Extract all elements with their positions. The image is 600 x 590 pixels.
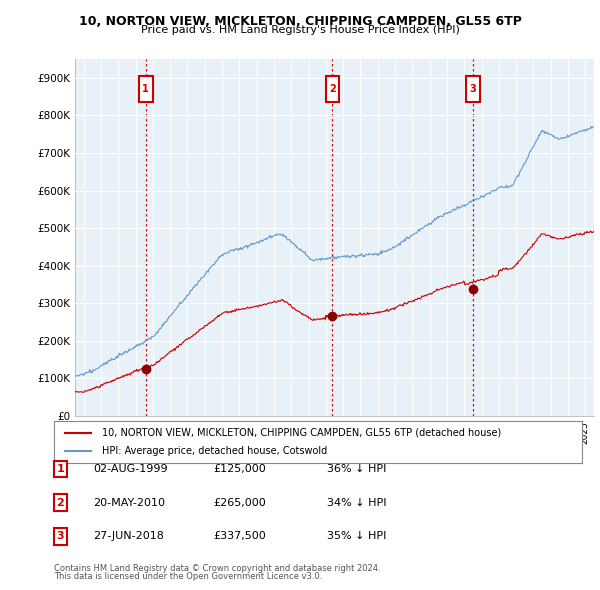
- Text: 27-JUN-2018: 27-JUN-2018: [93, 532, 164, 541]
- Text: 3: 3: [56, 532, 64, 541]
- Text: Contains HM Land Registry data © Crown copyright and database right 2024.: Contains HM Land Registry data © Crown c…: [54, 563, 380, 572]
- Text: 1: 1: [56, 464, 64, 474]
- Text: 34% ↓ HPI: 34% ↓ HPI: [327, 498, 386, 507]
- Text: 10, NORTON VIEW, MICKLETON, CHIPPING CAMPDEN, GL55 6TP: 10, NORTON VIEW, MICKLETON, CHIPPING CAM…: [79, 15, 521, 28]
- Text: 1: 1: [142, 84, 149, 94]
- Text: £337,500: £337,500: [213, 532, 266, 541]
- Text: £125,000: £125,000: [213, 464, 266, 474]
- FancyBboxPatch shape: [466, 76, 479, 102]
- Text: Price paid vs. HM Land Registry's House Price Index (HPI): Price paid vs. HM Land Registry's House …: [140, 25, 460, 35]
- FancyBboxPatch shape: [326, 76, 340, 102]
- Text: 2: 2: [329, 84, 336, 94]
- Text: 02-AUG-1999: 02-AUG-1999: [93, 464, 167, 474]
- Text: HPI: Average price, detached house, Cotswold: HPI: Average price, detached house, Cots…: [101, 446, 327, 456]
- Text: 10, NORTON VIEW, MICKLETON, CHIPPING CAMPDEN, GL55 6TP (detached house): 10, NORTON VIEW, MICKLETON, CHIPPING CAM…: [101, 428, 501, 438]
- Text: This data is licensed under the Open Government Licence v3.0.: This data is licensed under the Open Gov…: [54, 572, 322, 581]
- Text: 3: 3: [469, 84, 476, 94]
- Text: 2: 2: [56, 498, 64, 507]
- Text: 35% ↓ HPI: 35% ↓ HPI: [327, 532, 386, 541]
- Text: 20-MAY-2010: 20-MAY-2010: [93, 498, 165, 507]
- Text: 36% ↓ HPI: 36% ↓ HPI: [327, 464, 386, 474]
- Text: £265,000: £265,000: [213, 498, 266, 507]
- FancyBboxPatch shape: [139, 76, 152, 102]
